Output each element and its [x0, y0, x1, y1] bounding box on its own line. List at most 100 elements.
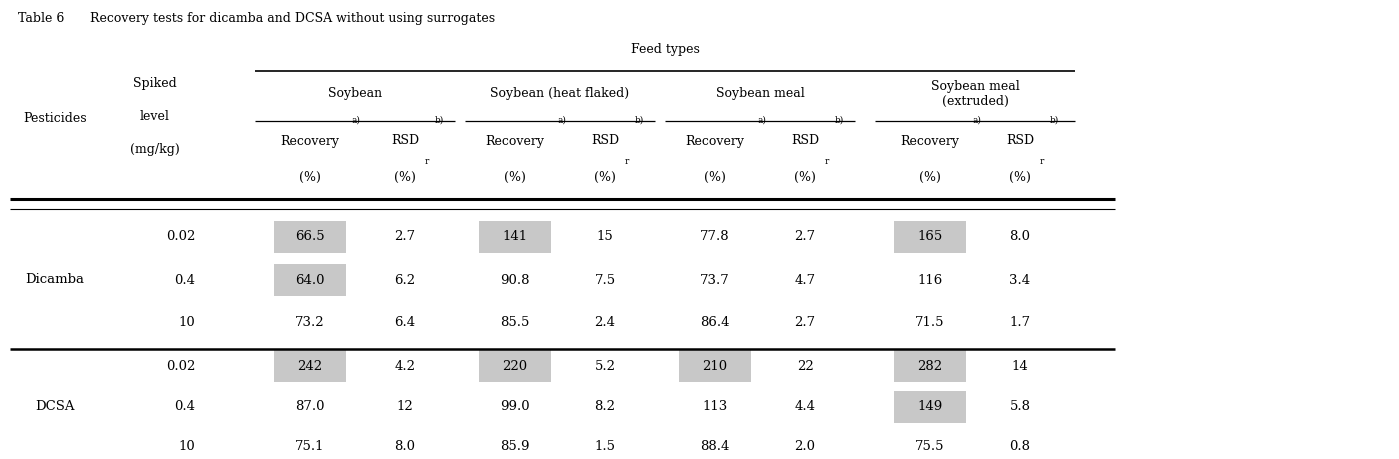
Text: 73.7: 73.7	[700, 274, 730, 286]
FancyBboxPatch shape	[894, 350, 965, 382]
FancyBboxPatch shape	[274, 221, 346, 253]
Text: (%): (%)	[1009, 170, 1031, 184]
FancyBboxPatch shape	[478, 350, 551, 382]
Text: b): b)	[635, 116, 645, 125]
Text: 64.0: 64.0	[295, 274, 325, 286]
Text: 220: 220	[502, 359, 527, 373]
FancyBboxPatch shape	[274, 350, 346, 382]
Text: Pesticides: Pesticides	[24, 112, 87, 125]
Text: 165: 165	[918, 230, 943, 244]
Text: 85.5: 85.5	[501, 315, 530, 329]
Text: 2.7: 2.7	[395, 230, 416, 244]
Text: (mg/kg): (mg/kg)	[130, 142, 180, 156]
Text: 282: 282	[918, 359, 943, 373]
Text: 73.2: 73.2	[295, 315, 325, 329]
Text: 75.1: 75.1	[295, 441, 325, 453]
Text: 113: 113	[702, 401, 727, 414]
Text: 2.7: 2.7	[795, 315, 816, 329]
Text: 4.2: 4.2	[395, 359, 416, 373]
Text: 77.8: 77.8	[700, 230, 730, 244]
FancyBboxPatch shape	[894, 221, 965, 253]
Text: a): a)	[353, 116, 361, 125]
Text: 0.4: 0.4	[173, 274, 194, 286]
Text: Recovery: Recovery	[901, 134, 960, 147]
Text: DCSA: DCSA	[35, 400, 74, 413]
Text: level: level	[140, 110, 169, 123]
Text: 10: 10	[178, 315, 194, 329]
Text: 6.2: 6.2	[395, 274, 416, 286]
Text: (%): (%)	[704, 170, 726, 184]
Text: RSD: RSD	[390, 134, 420, 147]
Text: 7.5: 7.5	[595, 274, 616, 286]
FancyBboxPatch shape	[679, 350, 751, 382]
Text: 66.5: 66.5	[295, 230, 325, 244]
Text: Soybean (heat flaked): Soybean (heat flaked)	[491, 88, 630, 101]
FancyBboxPatch shape	[894, 391, 965, 423]
Text: 4.7: 4.7	[795, 274, 816, 286]
Text: 88.4: 88.4	[701, 441, 730, 453]
Text: (%): (%)	[919, 170, 942, 184]
Text: 5.2: 5.2	[595, 359, 616, 373]
Text: 75.5: 75.5	[915, 441, 944, 453]
Text: r: r	[625, 157, 630, 166]
Text: 1.7: 1.7	[1010, 315, 1031, 329]
Text: Table 6: Table 6	[18, 12, 64, 26]
Text: 149: 149	[918, 401, 943, 414]
Text: a): a)	[972, 116, 981, 125]
Text: Soybean meal
(extruded): Soybean meal (extruded)	[930, 80, 1020, 108]
Text: Recovery: Recovery	[485, 134, 544, 147]
Text: 10: 10	[178, 441, 194, 453]
Text: Recovery: Recovery	[686, 134, 744, 147]
FancyBboxPatch shape	[274, 264, 346, 296]
Text: 8.2: 8.2	[595, 401, 616, 414]
Text: 2.7: 2.7	[795, 230, 816, 244]
Text: 0.02: 0.02	[165, 230, 194, 244]
Text: Recovery tests for dicamba and DCSA without using surrogates: Recovery tests for dicamba and DCSA with…	[90, 12, 495, 26]
Text: Soybean: Soybean	[327, 88, 382, 101]
Text: b): b)	[1051, 116, 1059, 125]
Text: (%): (%)	[504, 170, 526, 184]
Text: 5.8: 5.8	[1010, 401, 1031, 414]
Text: r: r	[825, 157, 830, 166]
Text: 141: 141	[502, 230, 527, 244]
Text: 0.02: 0.02	[165, 359, 194, 373]
Text: 15: 15	[596, 230, 613, 244]
Text: Soybean meal: Soybean meal	[716, 88, 804, 101]
Text: 2.0: 2.0	[795, 441, 816, 453]
Text: 22: 22	[796, 359, 813, 373]
Text: 8.0: 8.0	[1010, 230, 1031, 244]
Text: r: r	[1039, 157, 1045, 166]
Text: 86.4: 86.4	[701, 315, 730, 329]
Text: 0.4: 0.4	[173, 401, 194, 414]
Text: a): a)	[757, 116, 765, 125]
Text: (%): (%)	[299, 170, 320, 184]
Text: 71.5: 71.5	[915, 315, 944, 329]
Text: r: r	[425, 157, 429, 166]
Text: Dicamba: Dicamba	[25, 273, 84, 286]
Text: Recovery: Recovery	[281, 134, 340, 147]
Text: 1.5: 1.5	[595, 441, 616, 453]
Text: 0.8: 0.8	[1010, 441, 1031, 453]
Text: 116: 116	[918, 274, 943, 286]
Text: 14: 14	[1011, 359, 1028, 373]
Text: 12: 12	[397, 401, 413, 414]
Text: 8.0: 8.0	[395, 441, 416, 453]
Text: (%): (%)	[595, 170, 616, 184]
Text: (%): (%)	[795, 170, 816, 184]
Text: b): b)	[435, 116, 445, 125]
Text: RSD: RSD	[790, 134, 818, 147]
Text: 99.0: 99.0	[501, 401, 530, 414]
FancyBboxPatch shape	[478, 221, 551, 253]
Text: 210: 210	[702, 359, 727, 373]
Text: Spiked: Spiked	[133, 78, 176, 90]
Text: 2.4: 2.4	[595, 315, 616, 329]
Text: Feed types: Feed types	[631, 43, 700, 56]
Text: a): a)	[557, 116, 565, 125]
Text: b): b)	[835, 116, 844, 125]
Text: 242: 242	[298, 359, 323, 373]
Text: 3.4: 3.4	[1010, 274, 1031, 286]
Text: 4.4: 4.4	[795, 401, 816, 414]
Text: 6.4: 6.4	[395, 315, 416, 329]
Text: 87.0: 87.0	[295, 401, 325, 414]
Text: 85.9: 85.9	[501, 441, 530, 453]
